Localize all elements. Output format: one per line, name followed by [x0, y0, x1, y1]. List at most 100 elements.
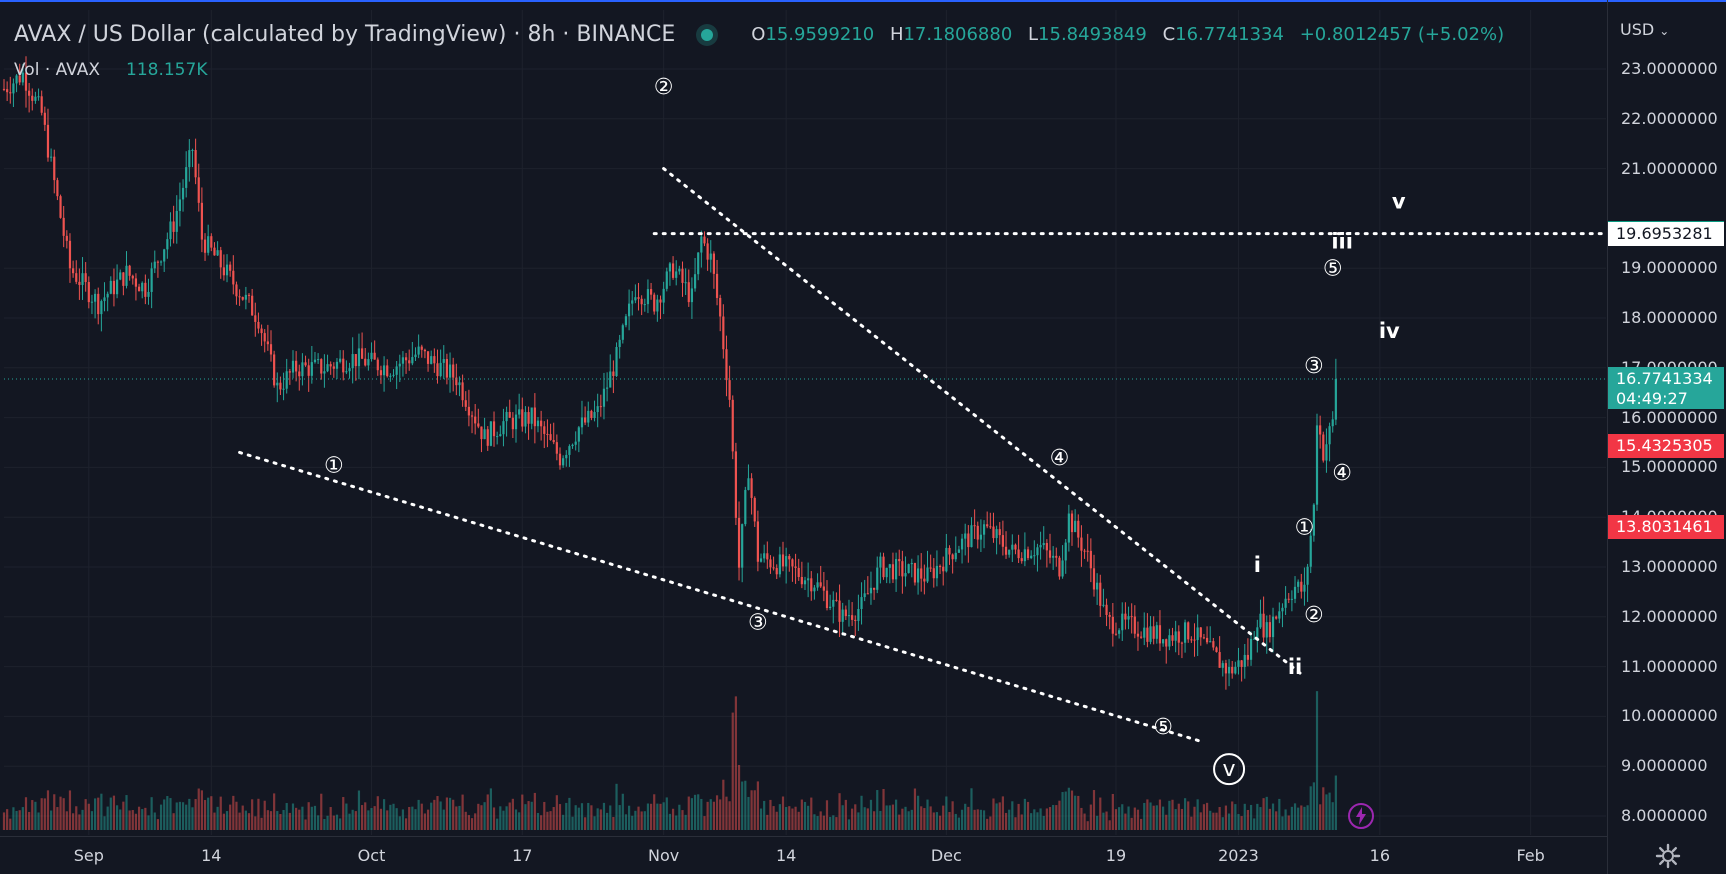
wave-label: ①: [324, 453, 344, 478]
candle: [382, 356, 386, 392]
volume-bar: [552, 807, 555, 830]
volume-bar: [480, 805, 483, 830]
candle-body: [1146, 627, 1149, 642]
candle: [866, 576, 869, 595]
volume-bar: [1205, 802, 1209, 830]
candle-body: [326, 364, 329, 372]
lightning-bolt-icon[interactable]: [1347, 802, 1375, 830]
candle-body: [1202, 637, 1206, 639]
volume-bar: [775, 811, 778, 830]
candle: [562, 455, 565, 468]
candle-body: [778, 554, 781, 575]
candle: [1209, 626, 1212, 643]
time-axis[interactable]: [0, 836, 1607, 874]
candle: [700, 230, 703, 268]
candle-body: [329, 364, 332, 367]
candle: [178, 182, 182, 227]
volume-bar: [700, 798, 703, 830]
price-axis-label: 16.7741334 04:49:27: [1608, 367, 1724, 410]
candle: [1077, 514, 1080, 548]
candle-body: [690, 288, 694, 303]
volume-bar: [304, 819, 307, 830]
volume-bar: [439, 801, 442, 830]
candle-body: [593, 412, 596, 418]
volume-bar: [159, 804, 163, 830]
candle-body: [1193, 639, 1196, 641]
candle-body: [301, 362, 304, 377]
symbol-title[interactable]: AVAX / US Dollar (calculated by TradingV…: [14, 22, 676, 47]
candle-body: [794, 566, 797, 568]
volume-bar: [46, 790, 50, 830]
candle-body: [1092, 568, 1096, 590]
candle: [1052, 546, 1055, 570]
candle-body: [56, 180, 59, 197]
candle-body: [1121, 613, 1124, 631]
candle-body: [715, 273, 719, 298]
price-tick-label: 15.0000000: [1621, 457, 1718, 477]
candle-body: [1014, 544, 1017, 550]
candle-body: [1177, 631, 1180, 643]
price-tick-label: 9.0000000: [1621, 756, 1708, 776]
candle: [646, 279, 650, 314]
candle: [800, 561, 803, 589]
candle-body: [28, 90, 31, 96]
candle-body: [474, 416, 477, 424]
candle: [992, 512, 995, 543]
currency-selector[interactable]: USD ⌄: [1620, 20, 1669, 39]
candle-body: [404, 357, 408, 361]
volume-bar: [1293, 803, 1297, 830]
candle: [279, 376, 282, 396]
candle: [587, 401, 590, 427]
candle: [524, 406, 527, 434]
candle-body: [210, 236, 213, 248]
wave-label-ring: [1213, 753, 1246, 786]
volume-bar: [791, 808, 794, 830]
candle-body: [445, 359, 449, 378]
settings-gear-icon[interactable]: [1655, 843, 1681, 869]
candle: [2, 79, 6, 92]
volume-bar: [574, 805, 577, 830]
candle-body: [1108, 614, 1111, 617]
candle-body: [122, 272, 125, 286]
volume-bar: [467, 815, 470, 830]
candle: [791, 558, 794, 582]
candle: [379, 365, 383, 384]
symbol-legend[interactable]: AVAX / US Dollar (calculated by TradingV…: [14, 22, 1514, 47]
volume-bar: [1064, 791, 1067, 830]
candle: [734, 442, 737, 526]
volume-bar: [621, 793, 624, 830]
candle: [1221, 660, 1224, 677]
candle-body: [851, 615, 854, 620]
volume-bar: [1026, 801, 1030, 830]
volume-bar: [1048, 807, 1052, 830]
candle: [191, 148, 194, 168]
candle-body: [769, 559, 772, 568]
volume-bar: [1309, 786, 1312, 830]
candle-body: [568, 446, 571, 455]
candle: [851, 602, 854, 626]
candle: [1199, 626, 1202, 646]
candle: [891, 552, 895, 583]
candle-body: [1061, 560, 1064, 577]
candle-body: [1205, 637, 1209, 643]
volume-legend[interactable]: Vol · AVAX 118.157K: [14, 60, 207, 80]
volume-bar: [555, 795, 558, 830]
candle: [93, 289, 97, 319]
candle-body: [942, 566, 945, 572]
candle: [615, 342, 618, 378]
candle-body: [992, 526, 995, 539]
volume-label[interactable]: Vol · AVAX: [14, 60, 101, 80]
candle: [1165, 638, 1168, 664]
volume-bar: [1023, 798, 1026, 830]
volume-bar: [172, 813, 175, 830]
market-status-dot-icon[interactable]: [701, 28, 714, 41]
candle-body: [59, 196, 62, 218]
candle: [417, 334, 420, 359]
candle: [200, 187, 203, 253]
candle: [1023, 532, 1026, 567]
price-axis[interactable]: [1607, 0, 1726, 874]
candle: [229, 261, 232, 277]
candle: [1055, 547, 1058, 567]
